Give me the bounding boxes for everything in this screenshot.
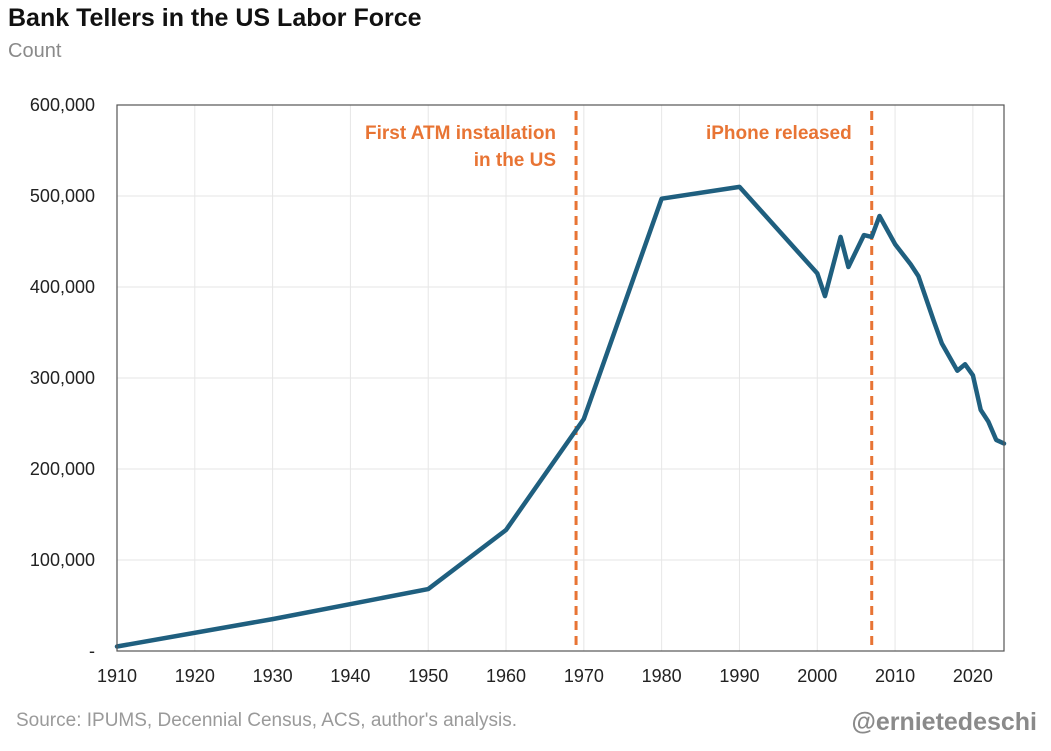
x-tick-label: 2000 bbox=[797, 666, 837, 686]
annotations: First ATM installation in the US iPhone re… bbox=[365, 111, 874, 651]
y-tick-label: 300,000 bbox=[30, 368, 95, 388]
x-tick-label: 1930 bbox=[253, 666, 293, 686]
x-tick-label: 1950 bbox=[408, 666, 448, 686]
y-tick-label: 500,000 bbox=[30, 186, 95, 206]
x-tick-label: 1960 bbox=[486, 666, 526, 686]
annotation-label: in the US bbox=[474, 150, 556, 171]
x-tick-label: 1940 bbox=[330, 666, 370, 686]
annotation-label: iPhone released bbox=[706, 123, 852, 144]
x-tick-label: 1980 bbox=[642, 666, 682, 686]
annotation-label: First ATM installation bbox=[365, 123, 556, 144]
x-tick-label: 1910 bbox=[97, 666, 137, 686]
x-tick-label: 2010 bbox=[875, 666, 915, 686]
y-tick-label: - bbox=[89, 641, 95, 661]
y-tick-label: 200,000 bbox=[30, 459, 95, 479]
x-tick-label: 2020 bbox=[953, 666, 993, 686]
x-tick-label: 1920 bbox=[175, 666, 215, 686]
plot-border bbox=[116, 104, 1005, 652]
source-note: Source: IPUMS, Decennial Census, ACS, au… bbox=[16, 710, 518, 731]
series-line bbox=[114, 184, 1007, 649]
author-handle: @ernietedeschi bbox=[851, 708, 1037, 736]
y-tick-label: 400,000 bbox=[30, 277, 95, 297]
x-tick-label: 1970 bbox=[564, 666, 604, 686]
y-tick-label: 600,000 bbox=[30, 95, 95, 115]
plot-frame bbox=[116, 104, 1005, 652]
series-layer bbox=[114, 184, 1007, 649]
x-tick-label: 1990 bbox=[719, 666, 759, 686]
y-tick-label: 100,000 bbox=[30, 550, 95, 570]
chart-title: Bank Tellers in the US Labor Force bbox=[8, 4, 422, 32]
tick-labels: 1910 1920 1930 1940 1950 1960 1970 1980 1990 2000… bbox=[30, 95, 993, 686]
chart-subtitle: Count bbox=[8, 40, 62, 62]
